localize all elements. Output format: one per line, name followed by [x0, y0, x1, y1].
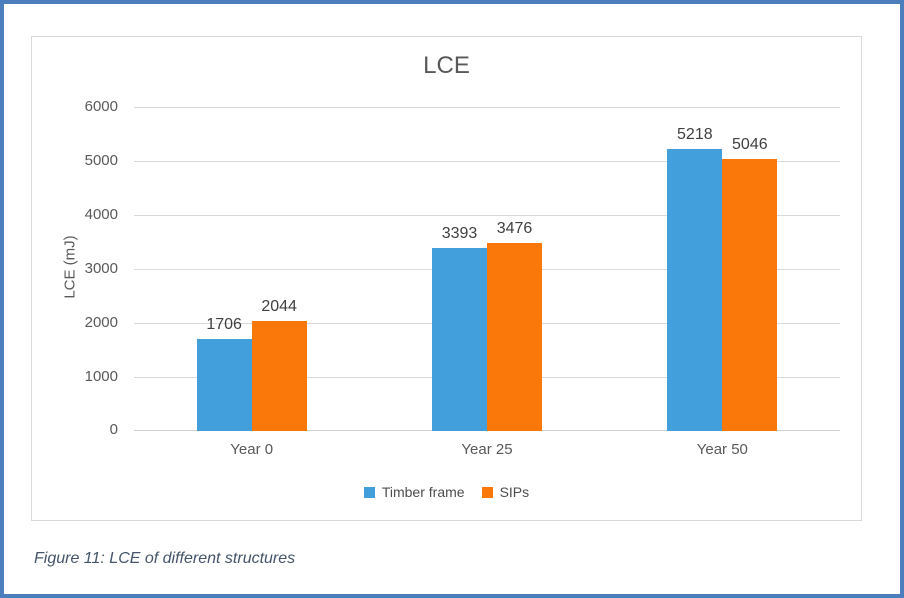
legend-label: SIPs	[499, 484, 530, 500]
bar-sips-year-0: 2044	[251, 298, 307, 431]
data-label: 3393	[441, 225, 478, 242]
legend-swatch-icon	[481, 486, 493, 498]
y-tick-label: 1000	[84, 368, 118, 385]
category-group-year-25: 3393 3476	[369, 220, 604, 431]
x-axis-labels: Year 0 Year 25 Year 50	[134, 441, 840, 458]
y-tick-label: 6000	[84, 98, 118, 115]
bar-timber-frame-year-25: 3393	[431, 225, 487, 431]
bar-timber-frame-year-0: 1706	[196, 316, 252, 431]
gridline	[134, 215, 840, 216]
y-tick-label: 0	[109, 421, 118, 438]
y-tick-label: 4000	[84, 206, 118, 223]
data-label: 1706	[206, 316, 242, 333]
plot-area: 1706 2044 3393 3476 5218 5046	[134, 107, 840, 431]
chart-title: LCE	[423, 52, 470, 79]
y-tick-label: 2000	[84, 314, 118, 331]
figure-caption: Figure 11: LCE of different structures	[34, 550, 296, 567]
y-tick-label: 5000	[84, 152, 118, 169]
data-label: 3476	[496, 220, 533, 237]
gridline	[134, 107, 840, 108]
bar-sips-year-25: 3476	[486, 220, 542, 431]
x-tick-label-year-50: Year 50	[696, 441, 748, 458]
data-label: 2044	[261, 298, 297, 315]
legend-item-timber-frame: Timber frame	[363, 484, 465, 500]
bars-layer: 1706 2044 3393 3476 5218 5046	[134, 107, 840, 431]
legend-item-sips: SIPs	[481, 484, 530, 500]
legend-label: Timber frame	[381, 484, 465, 500]
data-label: 5046	[732, 136, 768, 153]
x-tick-label-year-25: Year 25	[461, 441, 513, 458]
chart-legend: Timber frame SIPs	[32, 484, 861, 500]
x-tick-label-year-0: Year 0	[230, 441, 274, 458]
category-group-year-50: 5218 5046	[605, 126, 840, 431]
data-label: 5218	[677, 126, 713, 143]
gridline	[134, 161, 840, 162]
legend-swatch-icon	[363, 486, 375, 498]
bar-sips-year-50: 5046	[722, 136, 778, 431]
bar-timber-frame-year-50: 5218	[667, 126, 723, 431]
category-group-year-0: 1706 2044	[134, 298, 369, 431]
y-axis-title: LCE (mJ)	[61, 235, 79, 299]
